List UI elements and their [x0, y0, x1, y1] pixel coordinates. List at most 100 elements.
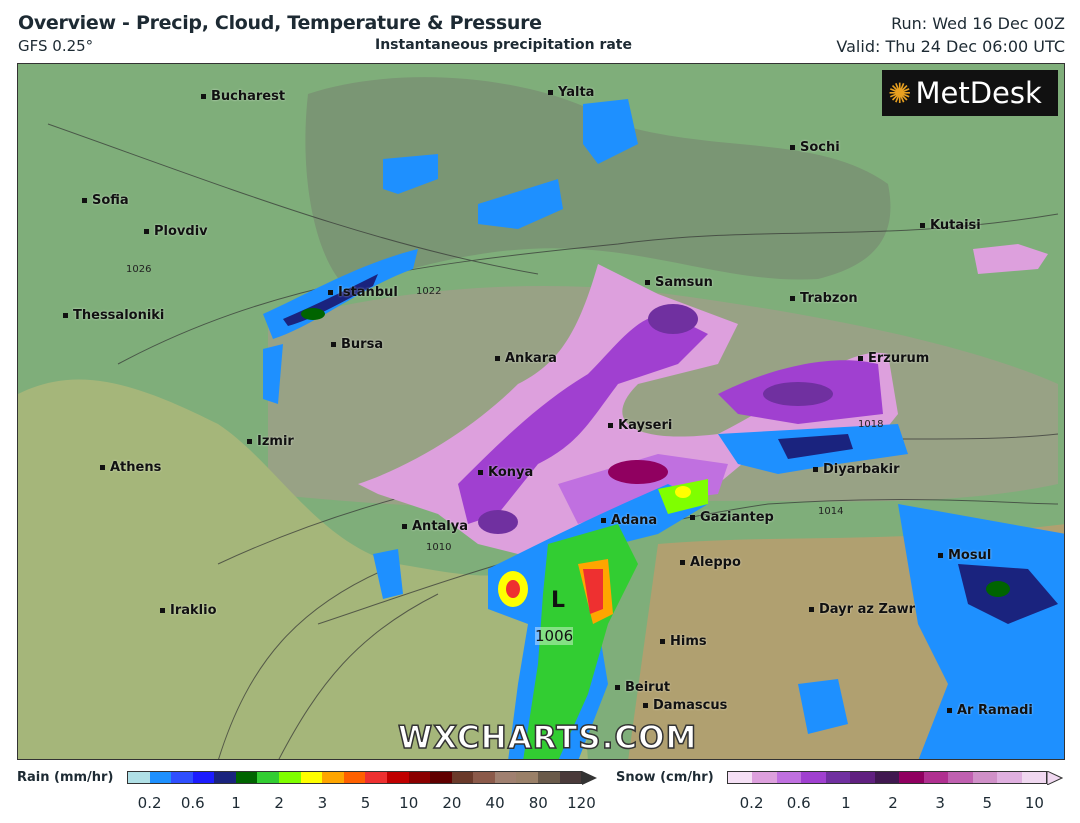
colorbar-segment — [300, 772, 323, 783]
city-label: Adana — [601, 513, 657, 528]
rain-colorbar-arrow — [582, 771, 597, 785]
colorbar-segment — [171, 772, 193, 783]
city-label: Sochi — [790, 140, 840, 155]
colorbar-segment — [494, 772, 517, 783]
city-label: Sofia — [82, 193, 129, 208]
city-label: Erzurum — [858, 351, 929, 366]
colorbar-tick: 2 — [274, 794, 284, 812]
colorbar-tick: 120 — [567, 794, 596, 812]
colorbar-segment — [365, 772, 387, 783]
isobar-label: 1026 — [126, 264, 152, 275]
colorbar-segment — [149, 772, 172, 783]
city-label: Konya — [478, 465, 533, 480]
colorbar-segment — [128, 772, 150, 783]
colorbar-segment — [192, 772, 215, 783]
colorbar-tick: 1 — [231, 794, 241, 812]
colorbar-segment — [899, 772, 924, 783]
city-label: Bucharest — [201, 89, 285, 104]
rain-ticks: 0.2 0.6 1 2 3 5 10 20 40 80 120 — [128, 794, 603, 812]
colorbar-segment — [776, 772, 802, 783]
colorbar-segment — [850, 772, 875, 783]
city-label: Iraklio — [160, 603, 217, 618]
colorbar-segment — [343, 772, 366, 783]
city-label: Diyarbakir — [813, 462, 900, 477]
valid-time: Valid: Thu 24 Dec 06:00 UTC — [836, 37, 1065, 56]
colorbar-segment — [801, 772, 826, 783]
colorbar-segment — [451, 772, 474, 783]
colorbar-segment — [214, 772, 236, 783]
colorbar-segment — [972, 772, 998, 783]
colorbar-tick: 1 — [841, 794, 851, 812]
isobar-label: 1022 — [416, 286, 442, 297]
colorbar-tick: 3 — [935, 794, 945, 812]
colorbar-tick: 0.2 — [739, 794, 764, 812]
colorbar-segment — [235, 772, 258, 783]
colorbar-tick: 10 — [1024, 794, 1044, 812]
colorbar-tick: 80 — [528, 794, 548, 812]
city-label: Damascus — [643, 698, 727, 713]
city-label: Kutaisi — [920, 218, 981, 233]
run-time: Run: Wed 16 Dec 00Z — [891, 14, 1065, 33]
chart-subtitle: Instantaneous precipitation rate — [375, 37, 632, 53]
colorbar-tick: 5 — [360, 794, 371, 812]
isobar-label: 1010 — [426, 542, 452, 553]
colorbar-tick: 0.2 — [137, 794, 162, 812]
city-label: Beirut — [615, 680, 670, 695]
colorbar-segment — [997, 772, 1022, 783]
colorbar-tick: 10 — [399, 794, 419, 812]
colorbar-segment — [408, 772, 431, 783]
colorbar-tick: 5 — [982, 794, 993, 812]
city-label: Bursa — [331, 337, 383, 352]
city-label: Kayseri — [608, 418, 672, 433]
city-label: Samsun — [645, 275, 713, 290]
colorbar-segment — [874, 772, 900, 783]
colorbar-segment — [948, 772, 973, 783]
colorbar-segment — [257, 772, 280, 783]
model-label: GFS 0.25° — [18, 37, 94, 55]
colorbar-segment — [752, 772, 777, 783]
watermark: WXCHARTS.COM — [397, 719, 698, 757]
snow-colorbar-arrow — [1047, 771, 1063, 785]
city-label: Athens — [100, 460, 161, 475]
colorbar-segment — [728, 772, 753, 783]
city-label: Gaziantep — [690, 510, 774, 525]
colorbar-segment — [386, 772, 409, 783]
low-pressure-value: 1006 — [535, 627, 574, 645]
metdesk-star-icon: ✺ — [888, 76, 912, 110]
chart-title: Overview - Precip, Cloud, Temperature & … — [18, 12, 542, 34]
isobar-label: 1018 — [858, 419, 884, 430]
colorbar-segment — [559, 772, 582, 783]
snow-colorbar — [727, 771, 1047, 784]
city-label: Yalta — [548, 85, 594, 100]
colorbar-segment — [825, 772, 851, 783]
colorbar-segment — [430, 772, 452, 783]
weather-map: Bucharest Yalta Sochi Sofia Plovdiv Kuta… — [17, 63, 1065, 760]
city-label: Hims — [660, 634, 707, 649]
isobar-label: 1014 — [818, 506, 844, 517]
city-label: Antalya — [402, 519, 468, 534]
city-label: Aleppo — [680, 555, 741, 570]
colorbar-tick: 0.6 — [180, 794, 205, 812]
colorbar-segment — [923, 772, 949, 783]
city-label: Istanbul — [328, 285, 398, 300]
city-label: Ankara — [495, 351, 557, 366]
city-label: Plovdiv — [144, 224, 208, 239]
colorbar-segment — [1021, 772, 1047, 783]
city-label: Mosul — [938, 548, 991, 563]
low-pressure-symbol: L — [551, 588, 566, 613]
city-label: Trabzon — [790, 291, 858, 306]
snow-legend-label: Snow (cm/hr) — [616, 770, 714, 785]
colorbar-tick: 0.6 — [786, 794, 811, 812]
colorbar-segment — [516, 772, 538, 783]
city-label: Izmir — [247, 434, 294, 449]
colorbar-tick: 3 — [317, 794, 328, 812]
colorbar-tick: 2 — [888, 794, 898, 812]
snow-ticks: 0.2 0.6 1 2 3 5 10 — [728, 794, 1058, 812]
city-label: Ar Ramadi — [947, 703, 1033, 718]
city-label: Dayr az Zawr — [809, 602, 915, 617]
rain-legend-label: Rain (mm/hr) — [17, 770, 114, 785]
metdesk-logo: ✺ MetDesk — [882, 70, 1058, 116]
rain-colorbar — [127, 771, 582, 784]
colorbar-tick: 40 — [485, 794, 505, 812]
map-background — [18, 64, 1064, 759]
